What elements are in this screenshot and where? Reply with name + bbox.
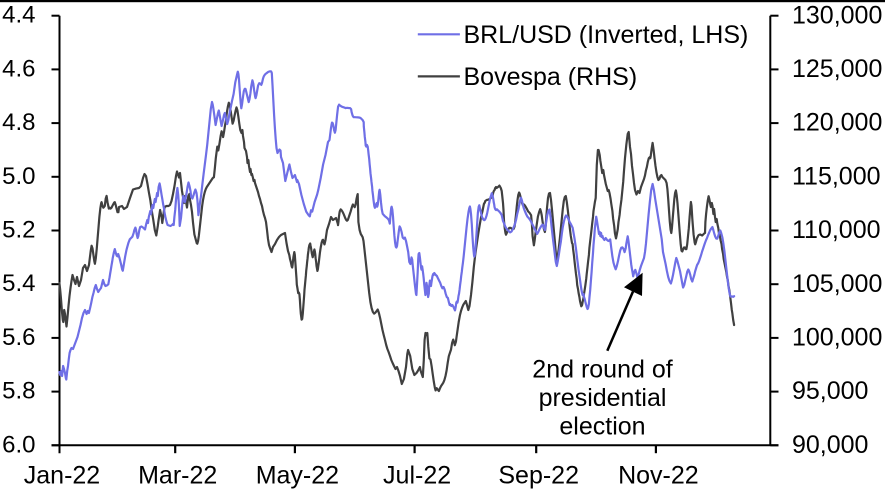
svg-text:5.2: 5.2 bbox=[2, 217, 35, 244]
svg-text:115,000: 115,000 bbox=[792, 162, 881, 190]
svg-text:2nd round of: 2nd round of bbox=[532, 356, 672, 384]
svg-text:4.4: 4.4 bbox=[2, 2, 35, 29]
svg-text:120,000: 120,000 bbox=[792, 109, 882, 137]
svg-text:5.8: 5.8 bbox=[2, 378, 35, 405]
svg-text:4.8: 4.8 bbox=[2, 109, 35, 136]
svg-text:4.6: 4.6 bbox=[2, 55, 35, 82]
svg-text:6.0: 6.0 bbox=[2, 431, 35, 458]
svg-text:Mar-22: Mar-22 bbox=[138, 462, 217, 490]
svg-text:Bovespa (RHS): Bovespa (RHS) bbox=[464, 63, 638, 91]
svg-text:110,000: 110,000 bbox=[792, 216, 881, 244]
svg-text:5.0: 5.0 bbox=[2, 163, 35, 190]
svg-text:100,000: 100,000 bbox=[792, 324, 882, 352]
svg-text:Nov-22: Nov-22 bbox=[618, 462, 699, 490]
svg-text:May-22: May-22 bbox=[256, 462, 339, 490]
svg-text:95,000: 95,000 bbox=[792, 377, 868, 405]
svg-text:90,000: 90,000 bbox=[792, 431, 868, 459]
svg-text:5.6: 5.6 bbox=[2, 324, 35, 351]
svg-text:Sep-22: Sep-22 bbox=[498, 462, 579, 490]
svg-text:130,000: 130,000 bbox=[792, 1, 882, 29]
svg-text:5.4: 5.4 bbox=[2, 270, 35, 297]
svg-text:election: election bbox=[559, 413, 645, 441]
svg-text:Jan-22: Jan-22 bbox=[24, 462, 100, 490]
svg-text:105,000: 105,000 bbox=[792, 270, 882, 298]
svg-text:BRL/USD (Inverted, LHS): BRL/USD (Inverted, LHS) bbox=[464, 21, 749, 49]
svg-text:125,000: 125,000 bbox=[792, 55, 882, 83]
svg-text:presidential: presidential bbox=[539, 384, 667, 412]
svg-text:Jul-22: Jul-22 bbox=[383, 462, 451, 490]
